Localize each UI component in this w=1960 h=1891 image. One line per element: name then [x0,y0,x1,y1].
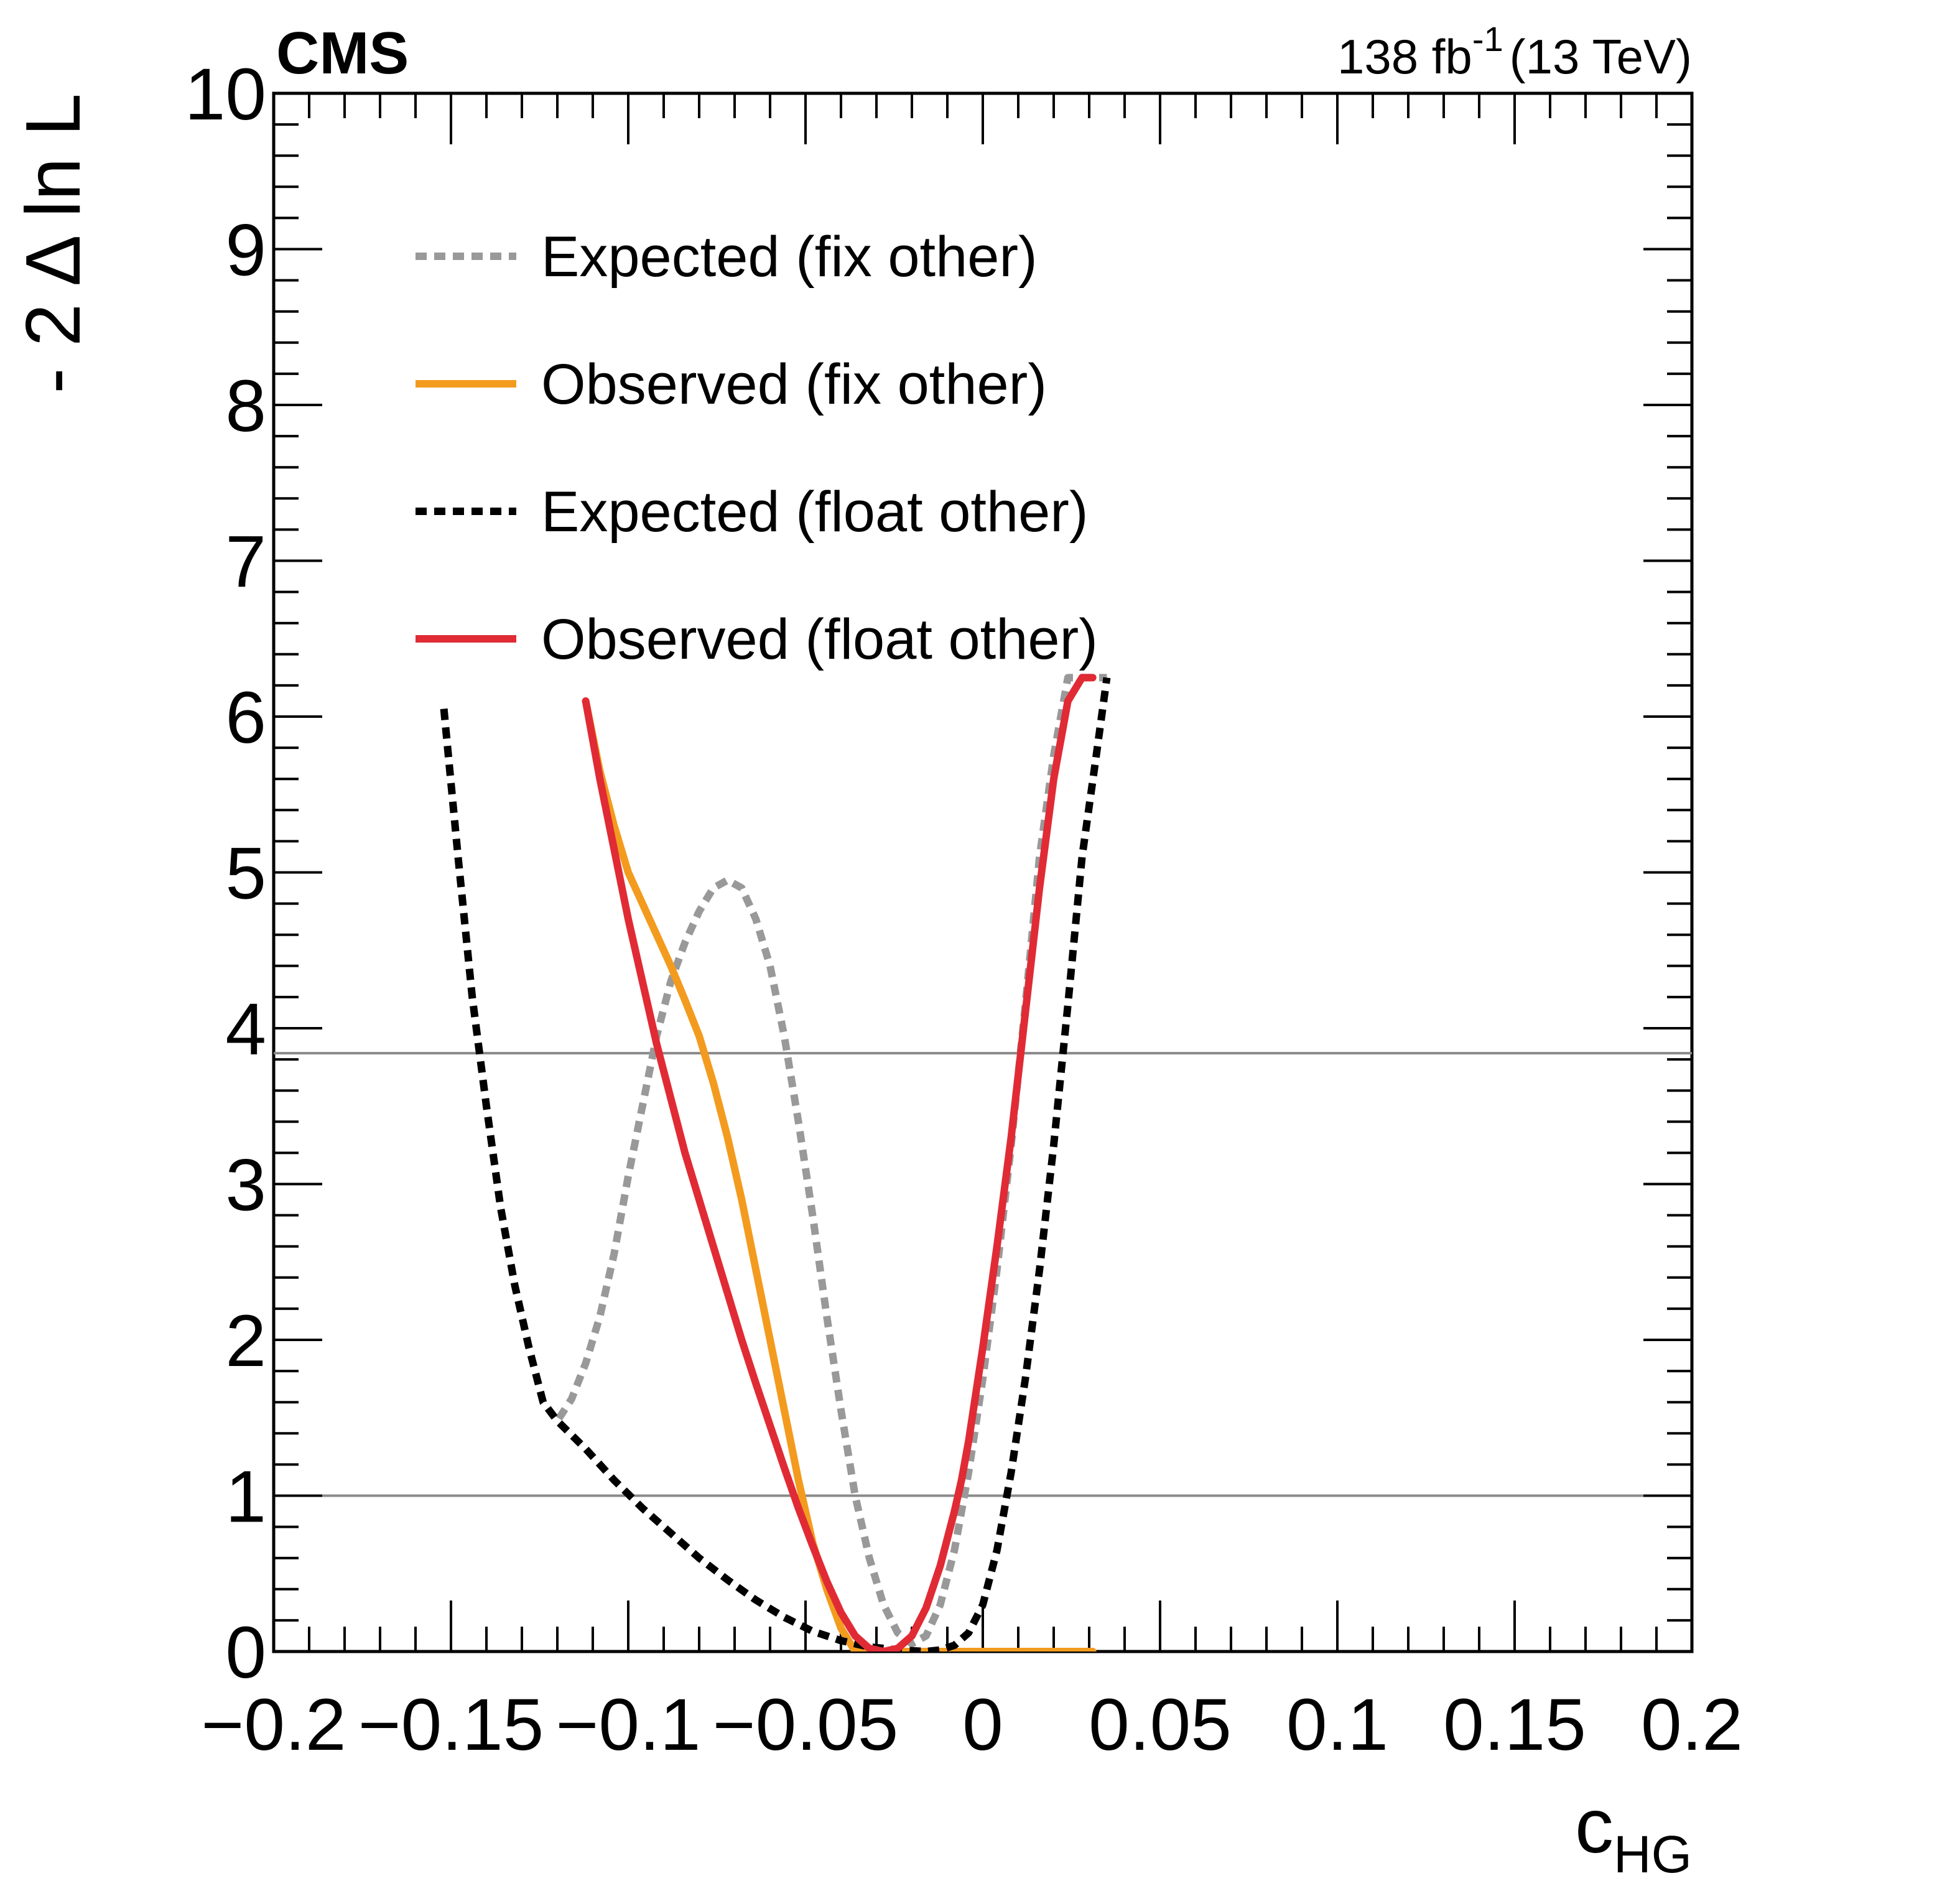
x-axis-title-subscript: HG [1614,1825,1692,1884]
series-line [582,674,1097,1652]
legend-label: Observed (fix other) [541,353,1047,416]
y-tick-label: 1 [225,1456,266,1538]
x-tick-label: 0 [962,1684,1003,1766]
series-curves [440,674,1111,1652]
y-tick-label: 8 [225,365,266,447]
y-tick-label: 10 [185,53,266,136]
lumi-value: 138 fb [1337,29,1472,84]
x-tick-label: 0.15 [1443,1684,1586,1766]
x-tick-label: −0.1 [556,1684,701,1766]
y-tick-labels: 0 1 2 3 4 5 6 7 8 9 10 [185,53,266,1694]
lumi-superscript: -1 [1472,19,1503,58]
y-tick-label: 5 [225,833,266,915]
x-tick-label: 0.05 [1089,1684,1232,1766]
x-tick-label: −0.2 [202,1684,346,1766]
y-tick-label: 6 [225,677,266,759]
y-axis-title: - 2 Δ ln L [11,93,96,394]
y-tick-label: 0 [225,1612,266,1694]
x-tick-labels: −0.2 −0.15 −0.1 −0.05 0 0.05 0.1 0.15 0.2 [202,1684,1744,1766]
x-tick-label: 0.1 [1286,1684,1388,1766]
experiment-label: CMS [276,20,409,86]
y-tick-label: 7 [225,521,266,603]
legend: Expected (fix other) Observed (fix other)… [416,225,1098,671]
legend-label: Expected (float other) [541,480,1089,544]
y-tick-label: 3 [225,1145,266,1227]
y-tick-label: 2 [225,1300,266,1382]
legend-label: Expected (fix other) [541,225,1038,289]
lumi-energy: (13 TeV) [1510,29,1692,84]
x-tick-label: 0.2 [1641,1684,1743,1766]
y-tick-label: 9 [225,210,266,292]
series-line [582,697,1097,1652]
reference-lines [274,1052,1692,1497]
plot-frame [272,91,1694,1653]
x-tick-label: −0.15 [358,1684,544,1766]
legend-label: Observed (float other) [541,608,1098,671]
x-axis-title: cHG [1575,1783,1692,1884]
luminosity-label: 138 fb-1 (13 TeV) [1337,19,1692,84]
series-line [440,677,1111,1652]
x-axis-title-main: c [1575,1783,1614,1869]
y-tick-label: 4 [225,988,266,1071]
axis-ticks [272,92,1693,1653]
x-tick-label: −0.05 [713,1684,899,1766]
